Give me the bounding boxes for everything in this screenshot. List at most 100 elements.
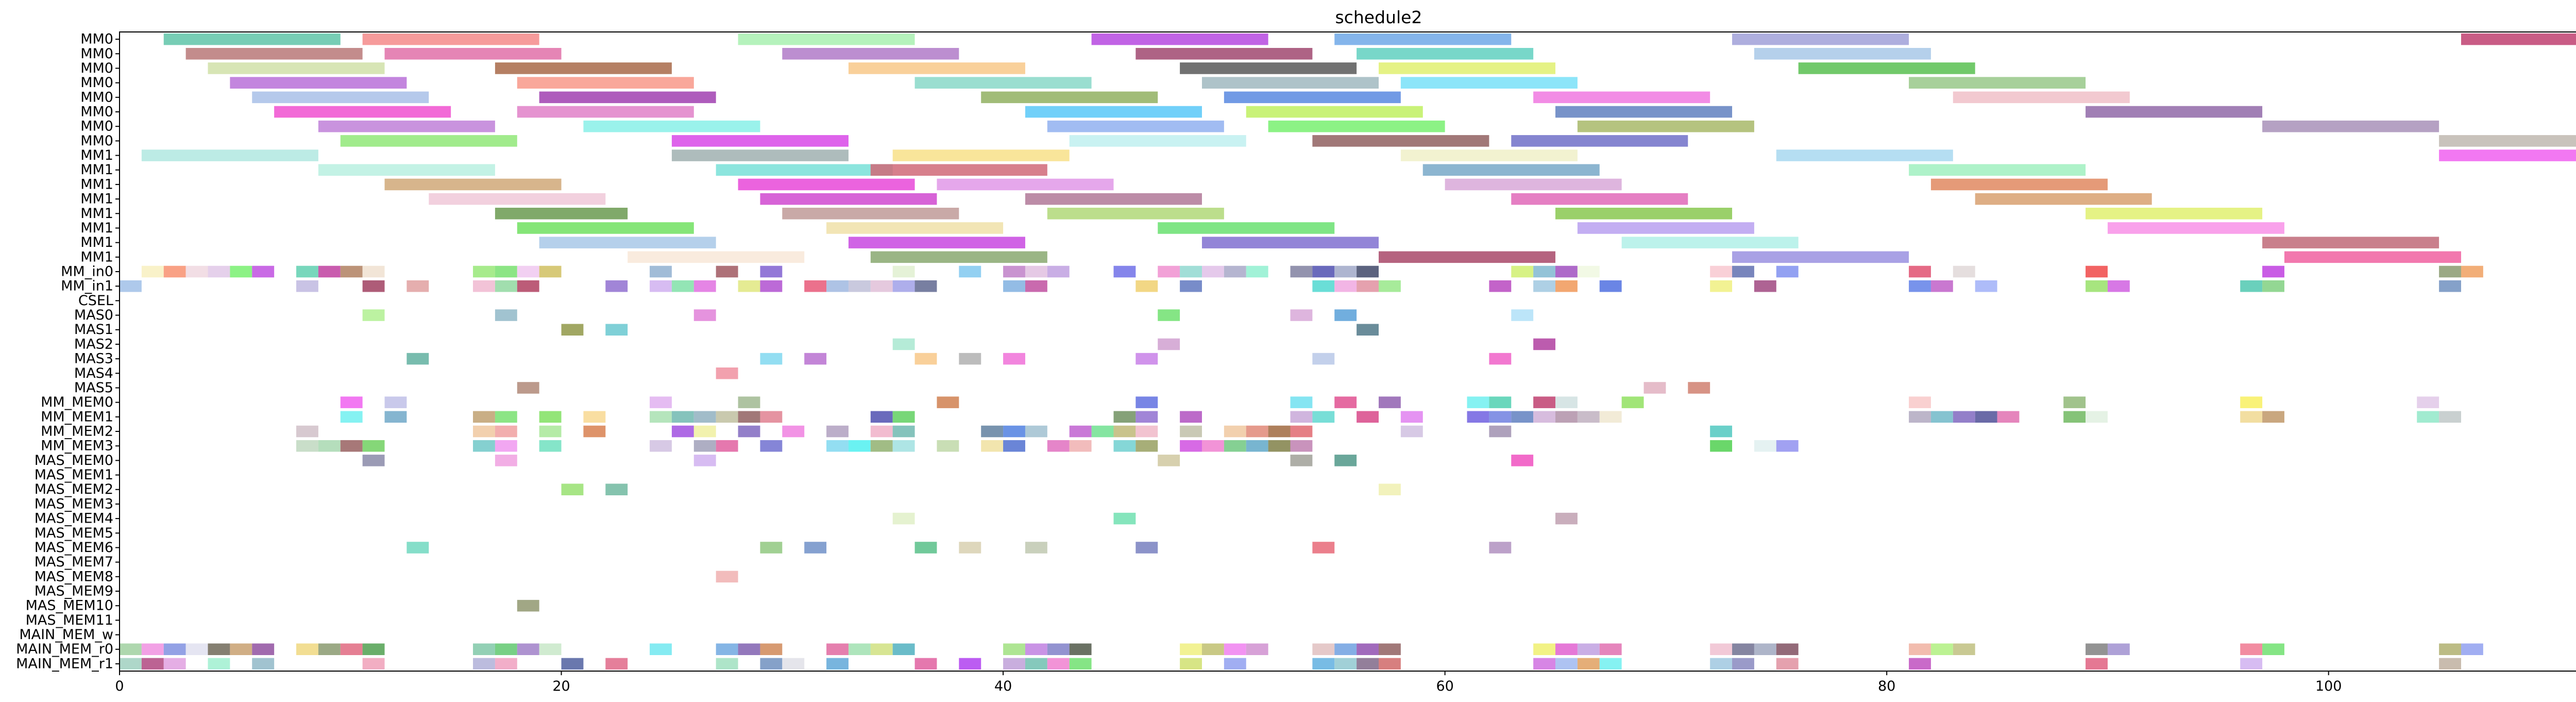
task-bar xyxy=(1069,440,1092,452)
task-bar xyxy=(981,440,1004,452)
task-bar xyxy=(693,455,716,466)
task-bar xyxy=(1754,280,1776,292)
task-bar xyxy=(1047,208,1224,220)
task-bar xyxy=(738,425,760,438)
task-bar xyxy=(1136,280,1158,292)
task-bar xyxy=(1180,643,1202,655)
task-bar xyxy=(406,280,429,292)
task-bar xyxy=(1930,411,1953,423)
task-bar xyxy=(1489,396,1512,408)
task-bar xyxy=(716,164,893,176)
task-bar xyxy=(1290,425,1313,438)
y-tick-label: MM_in0 xyxy=(61,264,113,280)
task-bar xyxy=(1003,658,1025,670)
task-bar xyxy=(782,208,959,220)
task-bar xyxy=(1379,643,1401,655)
task-bar xyxy=(826,643,849,655)
task-bar xyxy=(473,411,495,423)
task-bar xyxy=(2063,396,2086,408)
y-tick-label: MM1 xyxy=(80,220,113,236)
task-bar xyxy=(539,91,716,104)
task-bar xyxy=(1599,280,1622,292)
task-bar xyxy=(1334,658,1357,670)
task-bar xyxy=(959,542,981,554)
task-bar xyxy=(473,280,495,292)
y-tick-label: MM0 xyxy=(80,89,113,105)
task-bar xyxy=(1136,542,1158,554)
task-bar xyxy=(671,135,849,147)
task-bar xyxy=(1290,309,1313,321)
task-bar xyxy=(2439,411,2461,423)
task-bar xyxy=(738,33,915,45)
task-bar xyxy=(362,33,539,45)
task-bar xyxy=(318,440,341,452)
task-bar xyxy=(628,251,805,263)
task-bar xyxy=(1776,440,1799,452)
y-tick-label: MM1 xyxy=(80,235,113,250)
task-bar xyxy=(870,440,893,452)
task-bar xyxy=(1290,396,1313,408)
task-bar xyxy=(583,411,606,423)
task-bar xyxy=(1290,411,1313,423)
y-tick-label: MM0 xyxy=(80,119,113,135)
task-bar xyxy=(1577,120,1754,132)
task-bar xyxy=(318,265,341,278)
y-tick-label: MAS0 xyxy=(74,307,113,323)
task-bar xyxy=(517,265,539,278)
task-bar xyxy=(1201,643,1224,655)
task-bar xyxy=(1357,411,1379,423)
y-tick-label: CSEL xyxy=(78,293,113,309)
task-bar xyxy=(318,120,495,132)
task-bar xyxy=(2240,280,2263,292)
task-bar xyxy=(1379,483,1401,495)
task-bar xyxy=(870,280,893,292)
task-bar xyxy=(561,483,584,495)
task-bar xyxy=(2284,251,2461,263)
task-bar xyxy=(1555,265,1578,278)
task-bar xyxy=(2417,396,2439,408)
task-bar xyxy=(163,643,186,655)
y-tick-label: MAS_MEM8 xyxy=(35,569,113,584)
task-bar xyxy=(1975,280,1997,292)
task-bar xyxy=(1732,33,1909,45)
task-bar xyxy=(2262,237,2439,248)
y-tick-label: MM_MEM2 xyxy=(41,424,113,440)
task-bar xyxy=(163,658,186,670)
task-bar xyxy=(473,643,495,655)
task-bar xyxy=(230,77,407,89)
task-bar xyxy=(1357,48,1534,60)
task-bar xyxy=(1511,309,1534,321)
y-tick-label: MAS5 xyxy=(74,380,113,396)
y-tick-label: MM1 xyxy=(80,162,113,178)
task-bar xyxy=(1909,265,1931,278)
y-tick-label: MM_in1 xyxy=(61,278,113,294)
task-bar xyxy=(1025,425,1047,438)
task-bar xyxy=(517,382,539,394)
task-bar xyxy=(1334,455,1357,466)
task-bar xyxy=(1930,178,2108,191)
task-bar xyxy=(892,440,915,452)
task-bar xyxy=(738,411,760,423)
task-bar xyxy=(804,280,827,292)
task-bar xyxy=(1003,643,1025,655)
task-bar xyxy=(2439,280,2461,292)
task-bar xyxy=(1312,265,1335,278)
task-bar xyxy=(208,643,230,655)
task-bar xyxy=(252,658,275,670)
task-bar xyxy=(1776,265,1799,278)
task-bar xyxy=(1577,411,1600,423)
task-bar xyxy=(1555,658,1578,670)
task-bar xyxy=(517,599,539,612)
task-bar xyxy=(495,411,517,423)
task-bar xyxy=(1555,280,1578,292)
task-bar xyxy=(2240,396,2263,408)
plot-frame xyxy=(119,31,2576,672)
task-bar xyxy=(716,440,738,452)
task-bar xyxy=(141,149,318,161)
task-bar xyxy=(495,643,517,655)
task-bar xyxy=(1334,396,1357,408)
task-bar xyxy=(1379,396,1401,408)
task-bar xyxy=(1224,440,1246,452)
task-bar xyxy=(1312,643,1335,655)
task-bar xyxy=(340,440,363,452)
